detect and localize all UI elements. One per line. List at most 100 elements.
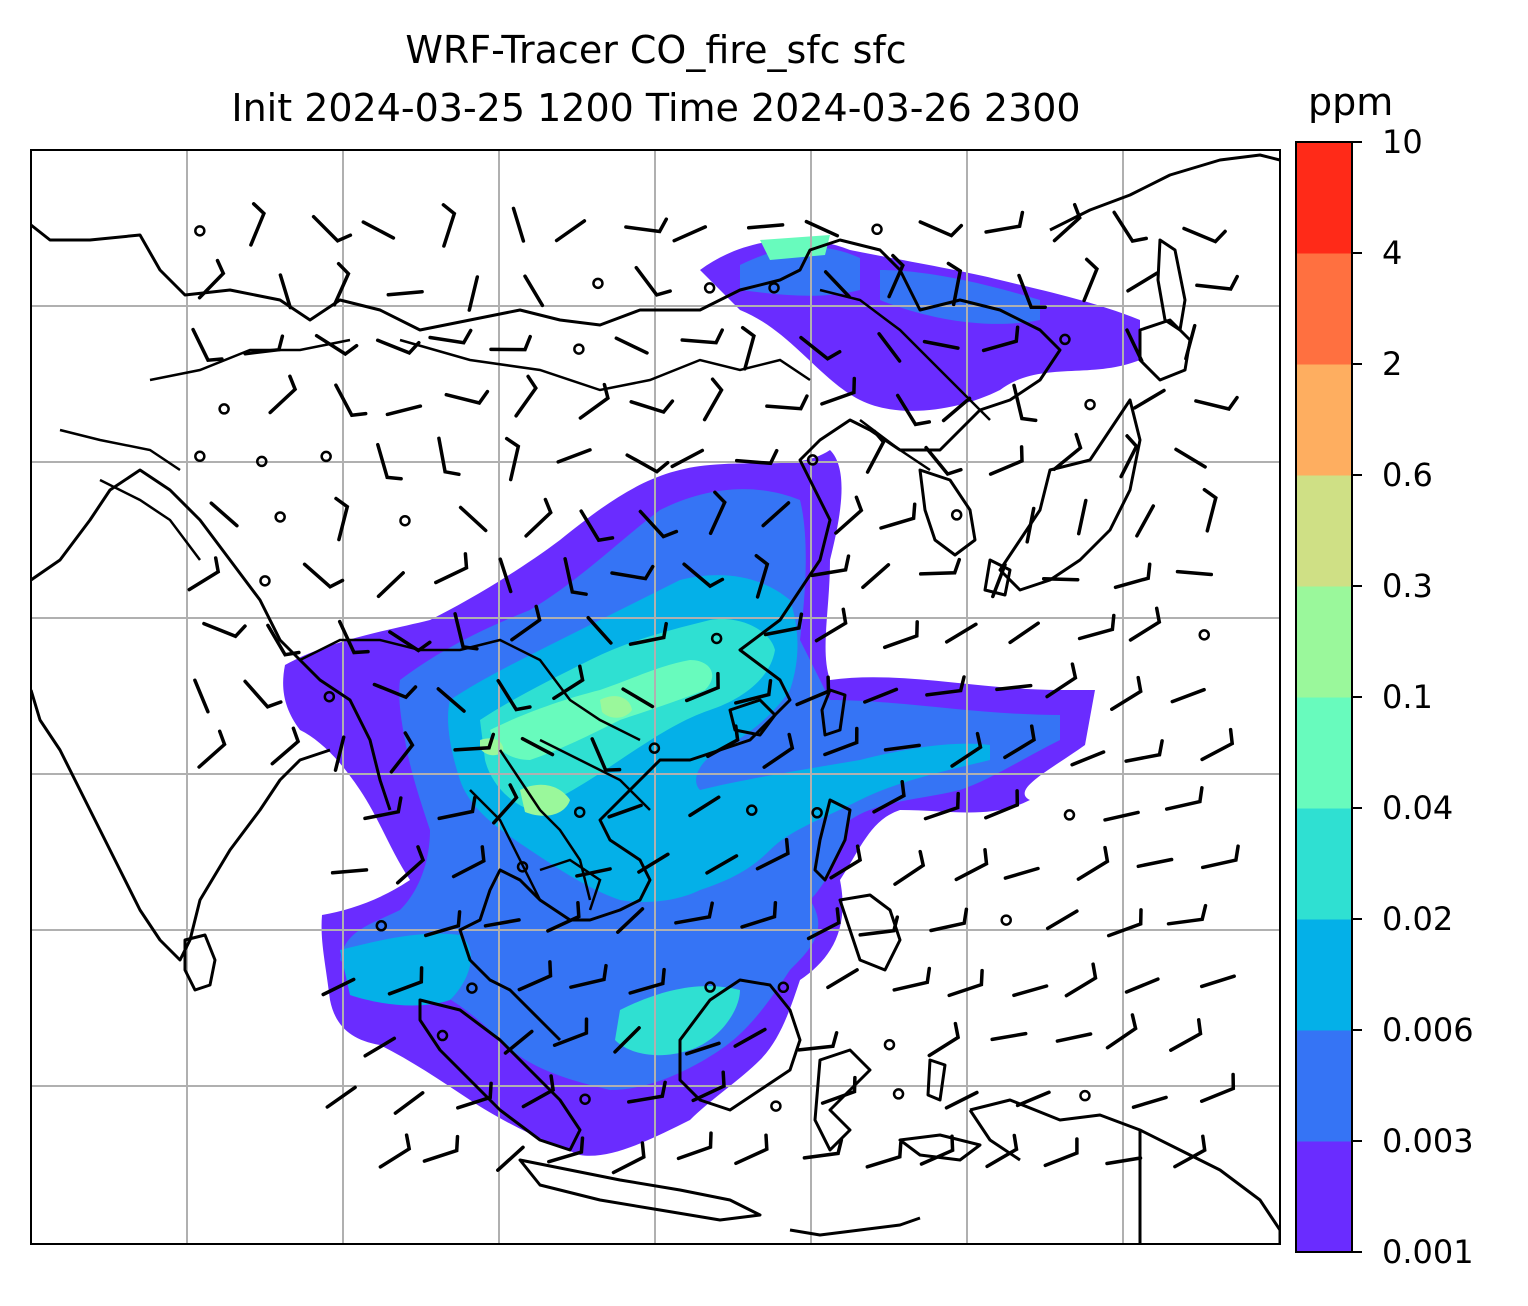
wind-barb [944,622,978,644]
colorbar-tick-label: 0.3 [1382,567,1433,605]
wind-barb [887,253,905,299]
wind-barb [554,219,587,243]
wind-barb [444,389,490,405]
wind-barb [193,678,210,714]
calm-circle [703,282,716,294]
wind-barb [858,915,900,937]
wind-barb [627,1080,667,1104]
wind-barb [1076,845,1110,881]
wind-barb [334,496,350,542]
wind-barb [746,223,785,230]
calm-circle [710,632,723,645]
coast-taiwan [820,688,847,737]
wind-barb [1124,977,1160,994]
plume-north-core [760,235,830,260]
coast-philippines-luzon [813,798,852,882]
calm-circle [399,514,411,527]
border-mongolia [399,338,811,392]
wind-barb [514,374,538,418]
calm-circle [746,804,758,816]
calm-circle [256,455,268,468]
calm-circle [950,509,963,521]
wind-barb [1199,1072,1236,1103]
calm-circle [218,403,230,415]
border-afghan [59,428,181,472]
wind-barb [441,203,457,248]
coast-borneo [678,978,802,1112]
wind-barb [892,966,932,992]
colorbar-tick-label: 0.001 [1382,1233,1474,1271]
wind-barb [708,490,727,536]
wind-barb [321,977,356,997]
wind-barb [552,1017,589,1047]
wind-barb [1052,202,1082,243]
wind-barb [806,907,841,941]
wind-barb [361,220,396,240]
wind-barb [569,963,608,989]
coast-sakhalin [1156,238,1187,332]
wind-barb [763,612,804,637]
wind-barb [578,382,610,420]
wind-barb [863,687,899,704]
colorbar-tick-label: 0.006 [1382,1011,1474,1049]
wind-barb [1043,1137,1079,1168]
wind-barb [1003,866,1040,880]
wind-barb [918,557,962,576]
wind-barb [504,436,521,482]
wind-barb [387,966,424,996]
wind-barb [607,803,643,819]
wind-barb [333,735,346,772]
coastlines [31,153,1280,1244]
wind-barb [1045,662,1078,699]
colorbar-tick-label: 0.1 [1382,678,1433,716]
coast-japan-honshu [998,398,1142,592]
colorbar-segment [1296,475,1352,587]
colorbar-tick-label: 2 [1382,345,1403,383]
wind-barb [1105,1156,1143,1166]
wind-barb [453,612,479,651]
wind-barb [684,1041,721,1056]
wind-barb [1200,844,1240,870]
plume-hotspot-a [520,784,570,816]
border-kazakh [149,338,351,382]
border-china-russia [819,288,991,421]
wind-barb [691,1070,726,1103]
wind-barb [510,604,542,642]
wind-barb [688,795,721,818]
border-indochina-b [539,738,651,811]
wind-barb [1166,903,1208,926]
wind-barb [197,729,227,769]
calm-circle [871,223,883,236]
colorbar-frame [1295,141,1353,1253]
coast-sri-lanka [183,933,217,992]
calm-circle [573,806,586,818]
wind-barb [524,497,553,538]
calm-circles [194,223,1210,1112]
colorbar-segment [1296,586,1352,698]
wind-barb [638,509,679,539]
wind-barb [882,620,919,650]
wind-barb [520,736,555,757]
wind-barb [1169,1018,1203,1052]
colorbar-segment [1296,697,1352,809]
wind-barb [922,339,960,350]
wind-barb [388,630,432,653]
wind-barb [378,1133,412,1169]
wind-barb [676,1131,713,1161]
wind-barb [672,225,708,243]
wind-barb [761,501,791,528]
wind-barb [1195,274,1239,291]
map-title-line2: Init 2024-03-25 1200 Time 2024-03-26 230… [231,86,1081,130]
wind-barb [556,448,592,464]
wind-barb [187,556,221,592]
wind-barb [552,664,585,701]
wind-barb [1194,395,1239,411]
wind-barb [547,1136,585,1164]
wind-barb [268,374,298,415]
wind-barb [1173,1134,1207,1169]
calm-circle [323,690,336,703]
wind-barb [634,265,672,297]
wind-barb [883,743,921,752]
wind-barb [249,202,266,247]
wind-barb [829,844,863,880]
